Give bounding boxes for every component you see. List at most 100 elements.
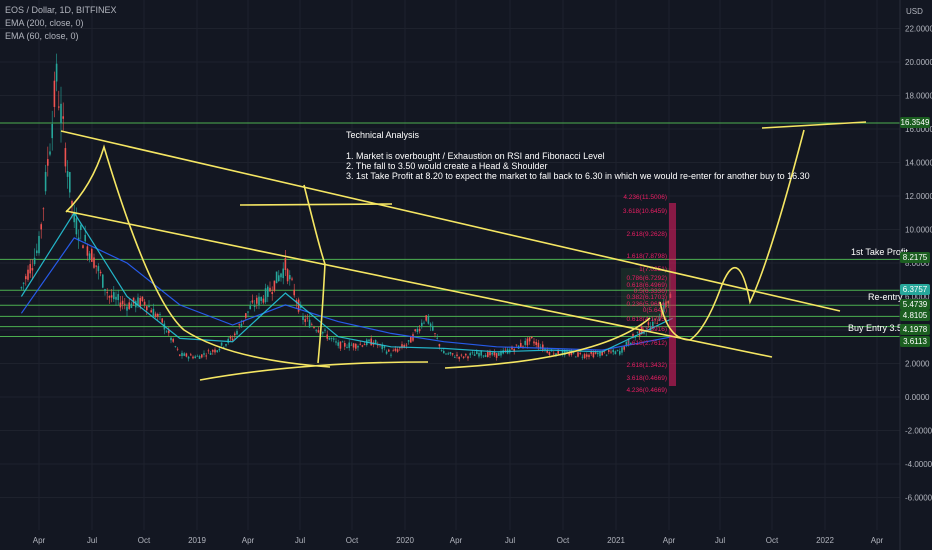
- candle-body: [346, 347, 348, 349]
- candle-body: [557, 349, 559, 354]
- candle-body: [148, 305, 150, 308]
- candle-body: [524, 340, 526, 345]
- resistance-stroke[interactable]: [239, 203, 393, 206]
- neckline-curve[interactable]: [199, 361, 429, 381]
- candle-body: [249, 305, 251, 310]
- x-tick-label: Jul: [505, 536, 515, 545]
- peak-curve[interactable]: [303, 184, 326, 364]
- bottom-curve[interactable]: [444, 317, 651, 369]
- candle-body: [119, 302, 122, 308]
- projection-path[interactable]: [659, 129, 805, 341]
- candle-body: [308, 319, 311, 328]
- analysis-point-2: 2. The fall to 3.50 would create a Head …: [346, 161, 548, 171]
- x-tick-label: 2022: [816, 536, 834, 545]
- candle-body: [60, 103, 62, 124]
- candle-body: [110, 295, 113, 298]
- candle-body: [348, 342, 350, 348]
- candle-body: [440, 349, 443, 351]
- candle-body: [293, 289, 295, 296]
- fib-level-label: 1(3.5916): [639, 326, 667, 333]
- candle-body: [647, 322, 650, 325]
- candle-body: [594, 352, 597, 354]
- symbol-title: EOS / Dollar, 1D, BITFINEX: [5, 5, 117, 15]
- candle-body: [174, 346, 177, 348]
- candle-body: [511, 346, 513, 350]
- candle-body: [445, 353, 447, 355]
- candle-body: [260, 297, 262, 301]
- candle-body: [40, 224, 42, 230]
- candle-body: [491, 352, 493, 355]
- candle-body: [449, 352, 452, 354]
- candle-body: [374, 340, 377, 344]
- candle-body: [165, 331, 168, 333]
- candle-body: [531, 336, 533, 339]
- candle-body: [113, 292, 115, 300]
- fib-level-label: 0.382(6.1703): [627, 294, 667, 301]
- candle-body: [357, 346, 359, 348]
- price-tag-4-19: 4.1978: [900, 324, 930, 335]
- x-tick-label: Jul: [295, 536, 305, 545]
- candle-body: [80, 225, 82, 231]
- candle-body: [484, 355, 487, 358]
- candle-body: [176, 348, 179, 350]
- candle-body: [429, 323, 432, 327]
- x-tick-label: Jul: [715, 536, 725, 545]
- candle-body: [632, 333, 634, 338]
- candles: [20, 53, 672, 362]
- candle-body: [170, 337, 172, 341]
- trend-drawings[interactable]: [60, 121, 867, 381]
- candle-body: [638, 330, 641, 336]
- candle-body: [528, 337, 531, 342]
- x-tick-label: Apr: [871, 536, 884, 545]
- ema-200-line: [20, 237, 673, 351]
- candle-body: [201, 354, 203, 358]
- candle-body: [42, 208, 45, 210]
- candle-body: [117, 294, 119, 301]
- fib-level-label: 1.618(2.7612): [627, 340, 667, 347]
- x-tick-label: Oct: [138, 536, 151, 545]
- candle-body: [31, 268, 34, 271]
- candle-body: [476, 351, 478, 355]
- candle-body: [403, 345, 405, 348]
- lower-trendline[interactable]: [65, 210, 773, 358]
- target-line[interactable]: [761, 121, 867, 129]
- y-tick-label: -4.0000: [905, 460, 932, 469]
- candle-body: [157, 313, 159, 317]
- upper-trendline[interactable]: [60, 130, 841, 312]
- candle-body: [102, 274, 104, 288]
- y-tick-label: 14.0000: [905, 159, 932, 168]
- candle-body: [335, 341, 337, 343]
- candle-body: [498, 352, 500, 356]
- candle-body: [601, 351, 603, 356]
- candle-body: [438, 344, 441, 347]
- candle-body: [106, 292, 108, 294]
- candle-body: [425, 315, 427, 321]
- candle-body: [330, 338, 333, 339]
- candle-body: [286, 269, 289, 282]
- candle-body: [104, 289, 106, 291]
- candle-body: [47, 159, 49, 166]
- candle-body: [627, 339, 630, 346]
- candle-body: [132, 297, 135, 304]
- candle-body: [418, 328, 421, 332]
- candle-body: [522, 345, 524, 347]
- x-tick-label: Apr: [242, 536, 255, 545]
- candle-body: [634, 336, 636, 338]
- candle-body: [295, 300, 298, 303]
- ema-60-line: [20, 211, 673, 353]
- candle-body: [49, 151, 51, 155]
- candle-body: [654, 318, 656, 320]
- candle-body: [297, 299, 300, 312]
- head-arc-left[interactable]: [65, 144, 331, 368]
- candle-body: [183, 353, 185, 356]
- candle-body: [275, 271, 278, 284]
- candle-body: [302, 316, 304, 320]
- candle-body: [209, 352, 212, 355]
- candle-body: [238, 324, 240, 326]
- candle-body: [610, 351, 612, 353]
- axes: 22.0000 20.0000 18.0000 16.0000 14.0000 12.00…: [33, 0, 932, 550]
- candle-body: [251, 300, 254, 303]
- candle-body: [405, 344, 408, 346]
- candle-body: [322, 331, 324, 334]
